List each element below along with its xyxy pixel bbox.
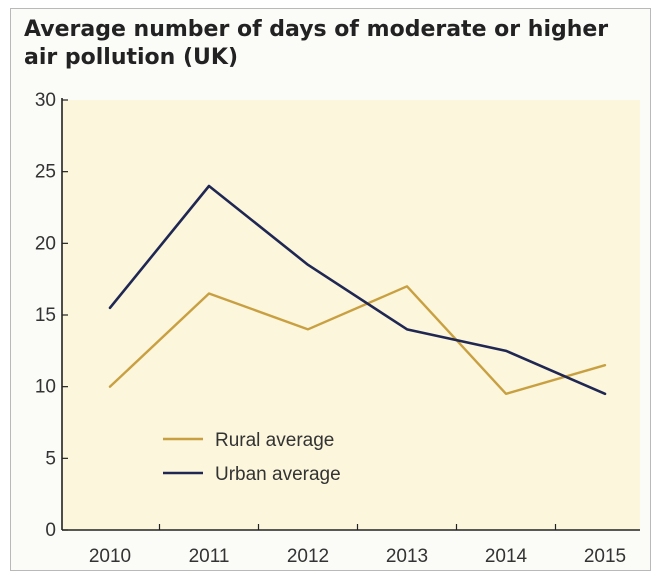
plot-background: [62, 100, 640, 530]
series-line-rural-average: [108, 285, 607, 396]
x-tick-label: 2014: [485, 546, 528, 567]
x-tick-label: 2015: [584, 546, 626, 567]
x-tick-label: 2011: [189, 546, 230, 567]
series-lines: [108, 184, 607, 396]
y-tick-label: 0: [45, 520, 56, 541]
tick-labels: 0 5 10 15 20 25 30 2010 2011 2012 2013 2014 2015: [35, 90, 626, 567]
y-tick-label: 5: [45, 448, 56, 469]
legend: Rural average Urban average: [163, 430, 341, 485]
axes: [61, 98, 640, 531]
y-tick-label: 30: [35, 90, 56, 111]
chart-title-line-2: air pollution (UK): [24, 45, 239, 70]
series-line-urban-average: [108, 184, 607, 396]
y-tick-label: 20: [35, 233, 56, 254]
x-tick-label: 2012: [287, 546, 329, 567]
chart-title-line-1: Average number of days of moderate or hi…: [24, 17, 609, 42]
x-tick-label: 2010: [89, 546, 131, 567]
y-tick-label: 15: [35, 305, 56, 326]
legend-label: Urban average: [215, 464, 341, 485]
chart-title: Average number of days of moderate or hi…: [24, 16, 644, 72]
legend-label: Rural average: [215, 430, 334, 451]
y-tick-label: 10: [35, 377, 56, 398]
x-tick-label: 2013: [386, 546, 428, 567]
y-tick-label: 25: [35, 162, 56, 183]
